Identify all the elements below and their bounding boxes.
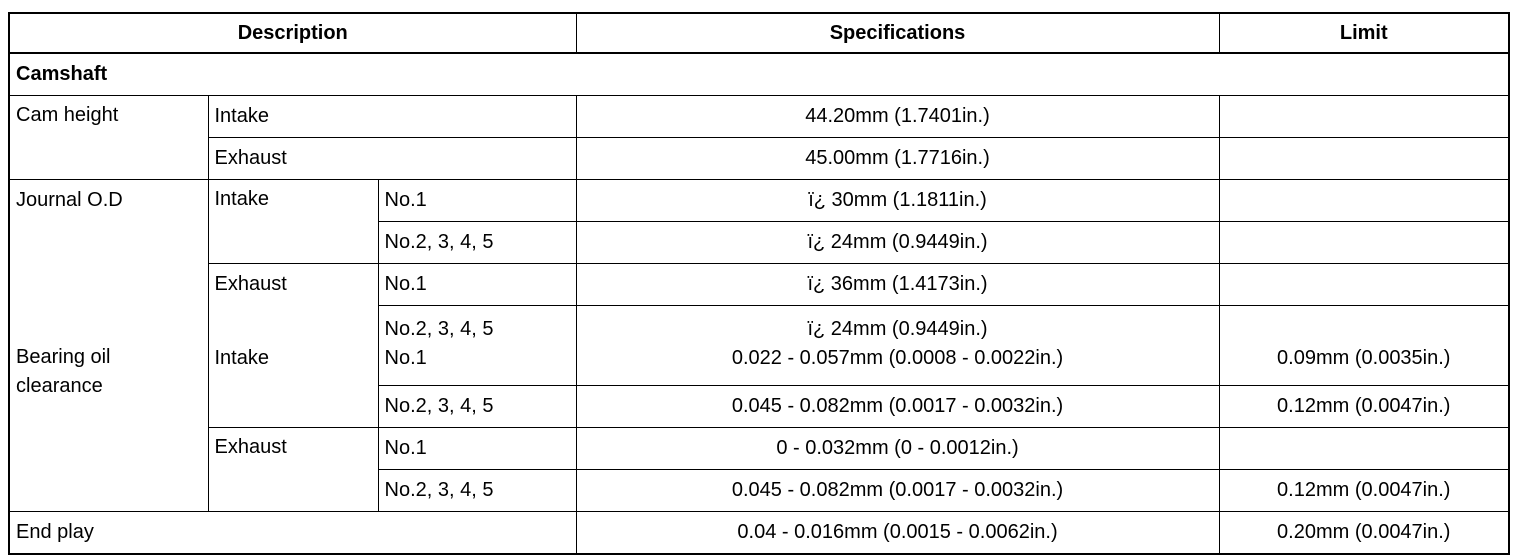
limit-cell	[1218, 95, 1510, 138]
journal-no: No.2, 3, 4, 5	[377, 221, 577, 264]
end-play-spec: 0.04 - 0.016mm (0.0015 - 0.0062in.)	[575, 511, 1220, 555]
header-row: Description Specifications Limit	[8, 12, 1510, 54]
table-row: Exhaust 45.00mm (1.7716in.)	[9, 137, 1510, 180]
bearing-no: No.1	[384, 347, 427, 369]
table-row: No.2, 3, 4, 5 ï¿ 24mm (0.9449in.)	[9, 221, 1510, 264]
bearing-intake: Intake	[214, 347, 269, 369]
bearing-label-2: clearance	[16, 375, 103, 397]
bearing-limit: 0.09mm (0.0035in.)	[1218, 305, 1510, 386]
spec-cell: ï¿ 24mm (0.9449in.) 0.022 - 0.057mm (0.0…	[575, 305, 1220, 386]
journal-spec: ï¿ 24mm (0.9449in.)	[575, 221, 1220, 264]
bearing-limit	[1218, 427, 1510, 470]
journal-exhaust: Exhaust	[214, 273, 287, 295]
cam-height-intake: Intake	[207, 95, 577, 138]
journal-label: Journal O.D	[16, 189, 123, 211]
cam-height-exhaust: Exhaust	[207, 137, 577, 180]
limit-cell	[1218, 263, 1510, 306]
camshaft-spec-table: Description Specifications Limit Camshaf…	[8, 12, 1511, 555]
bearing-limit: 0.12mm (0.0047in.)	[1218, 469, 1510, 512]
bearing-no: No.2, 3, 4, 5	[377, 469, 577, 512]
bearing-exhaust: Exhaust	[207, 427, 379, 512]
bearing-no: No.2, 3, 4, 5	[377, 385, 577, 428]
bearing-limit: 0.12mm (0.0047in.)	[1218, 385, 1510, 428]
cam-height-label: Cam height	[8, 95, 209, 180]
journal-no: No.1	[377, 263, 577, 306]
section-title: Camshaft	[8, 52, 1510, 96]
header-specifications: Specifications	[575, 12, 1220, 54]
table-row: End play 0.04 - 0.016mm (0.0015 - 0.0062…	[8, 511, 1510, 555]
end-play-limit: 0.20mm (0.0047in.)	[1218, 511, 1510, 555]
journal-intake: Intake	[207, 179, 379, 264]
journal-no: No.1	[377, 179, 577, 222]
journal-spec: ï¿ 30mm (1.1811in.)	[575, 179, 1220, 222]
cam-height-exhaust-spec: 45.00mm (1.7716in.)	[575, 137, 1220, 180]
bearing-spec: 0.045 - 0.082mm (0.0017 - 0.0032in.)	[575, 385, 1220, 428]
limit-cell	[1218, 137, 1510, 180]
table-row: No.2, 3, 4, 5 No.1 ï¿ 24mm (0.9449in.) 0…	[9, 305, 1510, 386]
table-row: No.2, 3, 4, 5 0.045 - 0.082mm (0.0017 - …	[9, 469, 1510, 512]
no-cell: No.2, 3, 4, 5 No.1	[377, 305, 577, 386]
journal-spec: ï¿ 24mm (0.9449in.)	[807, 318, 988, 340]
cam-height-intake-spec: 44.20mm (1.7401in.)	[575, 95, 1220, 138]
header-limit: Limit	[1218, 12, 1510, 54]
table-row: Journal O.D Bearing oil clearance Intake…	[8, 179, 1510, 512]
journal-spec: ï¿ 36mm (1.4173in.)	[575, 263, 1220, 306]
table-row: Exhaust Intake No.1 ï¿ 36mm (1.4173in.)	[9, 263, 1510, 428]
end-play-label: End play	[8, 511, 577, 555]
bearing-spec: 0.022 - 0.057mm (0.0008 - 0.0022in.)	[731, 347, 1064, 369]
header-description: Description	[8, 12, 577, 54]
journal-no: No.2, 3, 4, 5	[384, 318, 494, 340]
limit-cell	[1218, 221, 1510, 264]
exhaust-intake-cell: Exhaust Intake	[207, 263, 379, 428]
bearing-label-1: Bearing oil	[16, 346, 111, 368]
bearing-no: No.1	[377, 427, 577, 470]
bearing-spec: 0 - 0.032mm (0 - 0.0012in.)	[575, 427, 1220, 470]
limit-cell	[1218, 179, 1510, 222]
bearing-spec: 0.045 - 0.082mm (0.0017 - 0.0032in.)	[575, 469, 1220, 512]
table-row: Cam height Intake 44.20mm (1.7401in.)	[8, 95, 1510, 180]
table-row: Exhaust No.1 0 - 0.032mm (0 - 0.0012in.)	[9, 427, 1510, 512]
journal-bearing-label-cell: Journal O.D Bearing oil clearance	[8, 179, 209, 512]
section-row: Camshaft	[8, 52, 1510, 96]
